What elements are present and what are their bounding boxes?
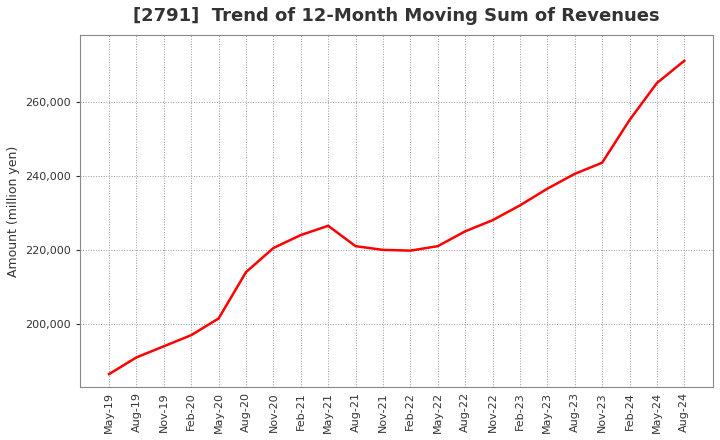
Y-axis label: Amount (million yen): Amount (million yen) [7,145,20,277]
Title: [2791]  Trend of 12-Month Moving Sum of Revenues: [2791] Trend of 12-Month Moving Sum of R… [133,7,660,25]
